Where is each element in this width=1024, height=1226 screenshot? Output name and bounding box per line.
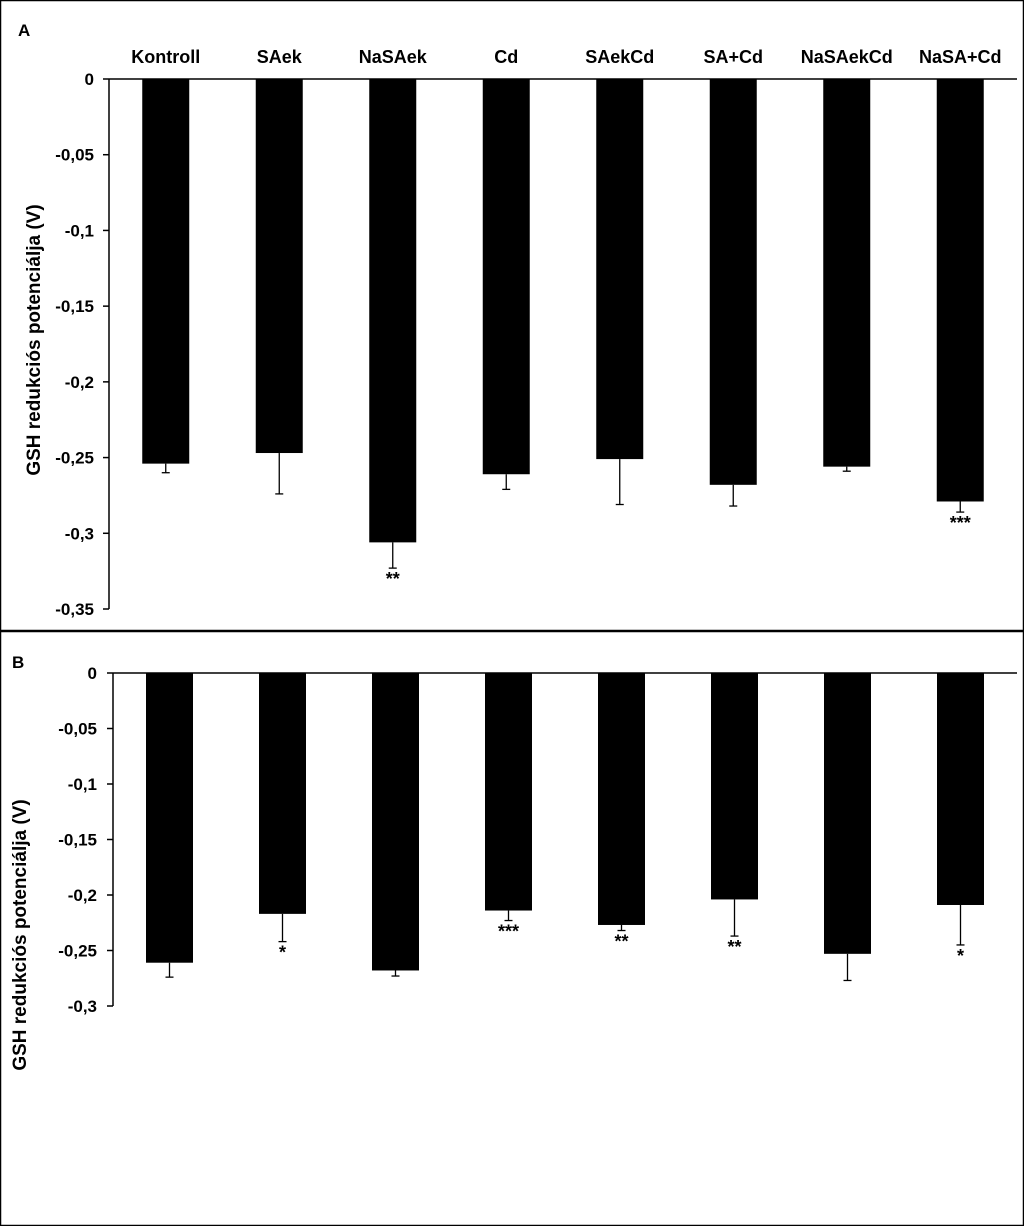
panel-a-bar [596, 79, 644, 460]
panel-a-y-tick-label: -0,1 [65, 221, 94, 240]
panel-b-significance-label: * [279, 943, 286, 963]
panel-a-category-label: NaSAekCd [801, 47, 893, 67]
panel-a-y-tick-label: -0,3 [65, 524, 94, 543]
panel-a-y-axis-label: GSH redukciós potenciálja (V) [24, 204, 45, 475]
panel-a-letter: A [18, 21, 30, 40]
panel-b: B GSH redukciós potenciálja (V) 0 -0,05 -0… [0, 630, 1024, 1226]
panel-b-significance-label: ** [614, 932, 628, 952]
panel-a-y-tick-label: -0,15 [55, 297, 94, 316]
panel-a-category-label: NaSAek [359, 47, 428, 67]
panel-b-bar [937, 673, 984, 905]
panel-a-category-label: SAekCd [585, 47, 654, 67]
panel-a-significance-label: ** [386, 569, 400, 589]
panel-b-y-tick-label: -0,15 [58, 831, 97, 850]
panel-a-bars: Kontroll SAek**NaSAek Cd SAekCd SA+Cd NaSAekC… [131, 47, 1001, 589]
panel-a-significance-label: *** [950, 513, 971, 533]
panel-b-bar [711, 673, 758, 900]
panel-a-bar [709, 79, 757, 485]
panel-b-bars: **** ** ** * [146, 673, 984, 982]
panel-b-y-tick-label: -0,2 [68, 886, 97, 905]
panel-b-significance-label: *** [498, 922, 519, 942]
panel-a-bar [142, 79, 190, 464]
panel-a-y-tick-label: -0,25 [55, 449, 94, 468]
panel-b-y-axis-label: GSH redukciós potenciálja (V) [10, 799, 31, 1070]
panel-a-y-tick-label: -0,2 [65, 373, 94, 392]
panel-b-significance-label: ** [727, 937, 741, 957]
panel-a: A GSH redukciós potenciálja (V) 0 -0,05 -0… [0, 0, 1024, 632]
panel-b-bar [485, 673, 532, 911]
panel-b-bar [598, 673, 645, 925]
panel-a-category-label: SAek [257, 47, 303, 67]
panel-a-bar [823, 79, 871, 467]
panel-a-bar [369, 79, 417, 543]
panel-b-bar [259, 673, 306, 914]
panel-b-y-tick-label: -0,25 [58, 942, 97, 961]
panel-b-bar [824, 673, 871, 954]
panel-a-bar [255, 79, 303, 454]
panel-b-letter: B [12, 653, 24, 672]
panel-a-category-label: SA+Cd [703, 47, 763, 67]
panel-a-y-tick-label: 0 [85, 70, 94, 89]
panel-b-y-tick-label: 0 [88, 664, 97, 683]
panel-a-bar [482, 79, 530, 475]
panel-a-category-label: NaSA+Cd [919, 47, 1002, 67]
panel-a-y-tick-label: -0,05 [55, 146, 94, 165]
panel-b-significance-label: * [957, 946, 964, 966]
panel-a-bar [936, 79, 984, 502]
panel-a-y-tick-label: -0,35 [55, 600, 94, 619]
panel-b-y-tick-label: -0,1 [68, 775, 97, 794]
panel-b-y-tick-label: -0,3 [68, 997, 97, 1016]
panel-b-y-tick-label: -0,05 [58, 720, 97, 739]
panel-b-bar [372, 673, 419, 971]
panel-b-bar [146, 673, 193, 963]
panel-a-category-label: Kontroll [131, 47, 200, 67]
panel-a-category-label: Cd [494, 47, 518, 67]
